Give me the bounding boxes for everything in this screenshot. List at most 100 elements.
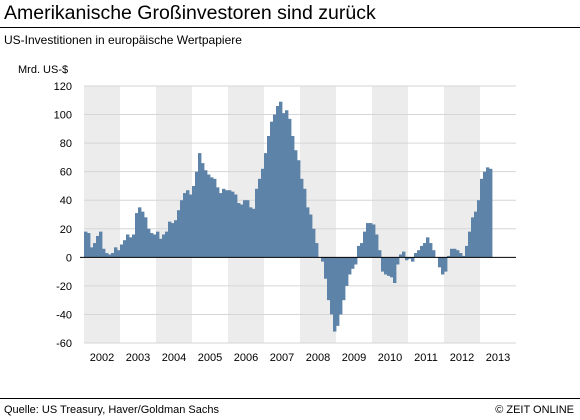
bar	[243, 200, 247, 258]
bar	[123, 240, 127, 258]
bar	[225, 190, 229, 258]
bar	[192, 185, 196, 258]
bar	[111, 253, 115, 258]
y-axis-unit-label: Mrd. US-$	[18, 64, 69, 76]
bar	[291, 135, 295, 258]
bar	[213, 178, 217, 258]
bar	[249, 207, 253, 258]
x-tick-label-2013: 2013	[486, 352, 510, 364]
bar	[354, 257, 358, 265]
bar	[126, 234, 130, 258]
bar	[444, 257, 448, 272]
bar	[237, 203, 241, 258]
bar	[87, 233, 91, 258]
x-tick-label-2007: 2007	[270, 352, 294, 364]
bar	[489, 168, 493, 258]
bar	[438, 257, 442, 268]
bars	[84, 101, 493, 332]
x-tick-labels: 2002 2003 2004 2005 2006 2007 2008 2009 2010 2011…	[90, 352, 510, 364]
bar	[432, 250, 436, 258]
bar	[474, 211, 478, 258]
bar	[423, 243, 427, 258]
bar	[324, 257, 328, 279]
bar	[147, 228, 151, 258]
y-tick-label: -20	[56, 281, 72, 293]
bar	[303, 188, 307, 258]
bar	[162, 234, 166, 258]
bar	[375, 234, 379, 258]
bar	[144, 217, 148, 258]
bar	[312, 228, 316, 258]
bar	[342, 257, 346, 301]
bar	[309, 214, 313, 258]
bar	[336, 257, 340, 326]
bar	[93, 243, 97, 258]
bar	[306, 207, 310, 258]
bar	[414, 253, 418, 258]
bar	[210, 177, 214, 258]
bar	[231, 191, 235, 258]
bar	[186, 190, 190, 258]
bar	[258, 178, 262, 258]
y-tick-label: 100	[54, 110, 72, 122]
bar	[468, 231, 472, 258]
x-tick-label-2011: 2011	[414, 352, 438, 364]
bar	[120, 244, 124, 258]
bar	[105, 253, 109, 258]
bar	[285, 110, 289, 258]
bar	[240, 204, 244, 258]
bar	[411, 257, 415, 262]
bar	[450, 248, 454, 258]
bar	[171, 223, 175, 258]
y-tick-label: 20	[60, 224, 72, 236]
bar	[447, 255, 451, 258]
bar	[477, 200, 481, 258]
bar	[300, 178, 304, 258]
bar	[228, 190, 232, 258]
year-band-2010	[372, 86, 408, 343]
bar	[297, 160, 301, 258]
bar	[462, 255, 466, 258]
bar	[261, 168, 265, 258]
bar	[345, 257, 349, 286]
bar	[486, 167, 490, 258]
bar	[177, 210, 181, 258]
bar	[90, 247, 94, 258]
bar	[288, 118, 292, 258]
y-tick-label: -60	[56, 338, 72, 350]
bar	[315, 243, 319, 258]
bar	[165, 231, 169, 258]
bar	[273, 114, 277, 258]
bar	[246, 200, 250, 258]
title-divider	[0, 27, 580, 28]
bar	[222, 188, 226, 258]
bar	[420, 245, 424, 258]
x-tick-label-2006: 2006	[234, 352, 258, 364]
bar	[360, 243, 364, 258]
x-tick-label-2003: 2003	[126, 352, 150, 364]
bar	[168, 221, 172, 258]
bar	[426, 237, 430, 258]
bar	[402, 251, 406, 258]
y-tick-label: 80	[60, 138, 72, 150]
year-band-2002	[84, 86, 120, 343]
bar	[219, 193, 223, 258]
bar	[363, 231, 367, 258]
x-tick-label-2012: 2012	[450, 352, 474, 364]
bar	[333, 257, 337, 332]
bar	[183, 193, 187, 258]
bar	[339, 257, 343, 315]
bar	[453, 248, 457, 258]
bar	[207, 174, 211, 258]
bar	[330, 257, 334, 315]
x-tick-label-2010: 2010	[378, 352, 402, 364]
y-tick-label: 60	[60, 167, 72, 179]
bar	[381, 257, 385, 272]
bar	[108, 254, 112, 258]
bar	[372, 224, 376, 258]
bar	[129, 237, 133, 258]
bar	[153, 234, 157, 258]
bar	[135, 213, 139, 258]
bar	[255, 188, 259, 258]
